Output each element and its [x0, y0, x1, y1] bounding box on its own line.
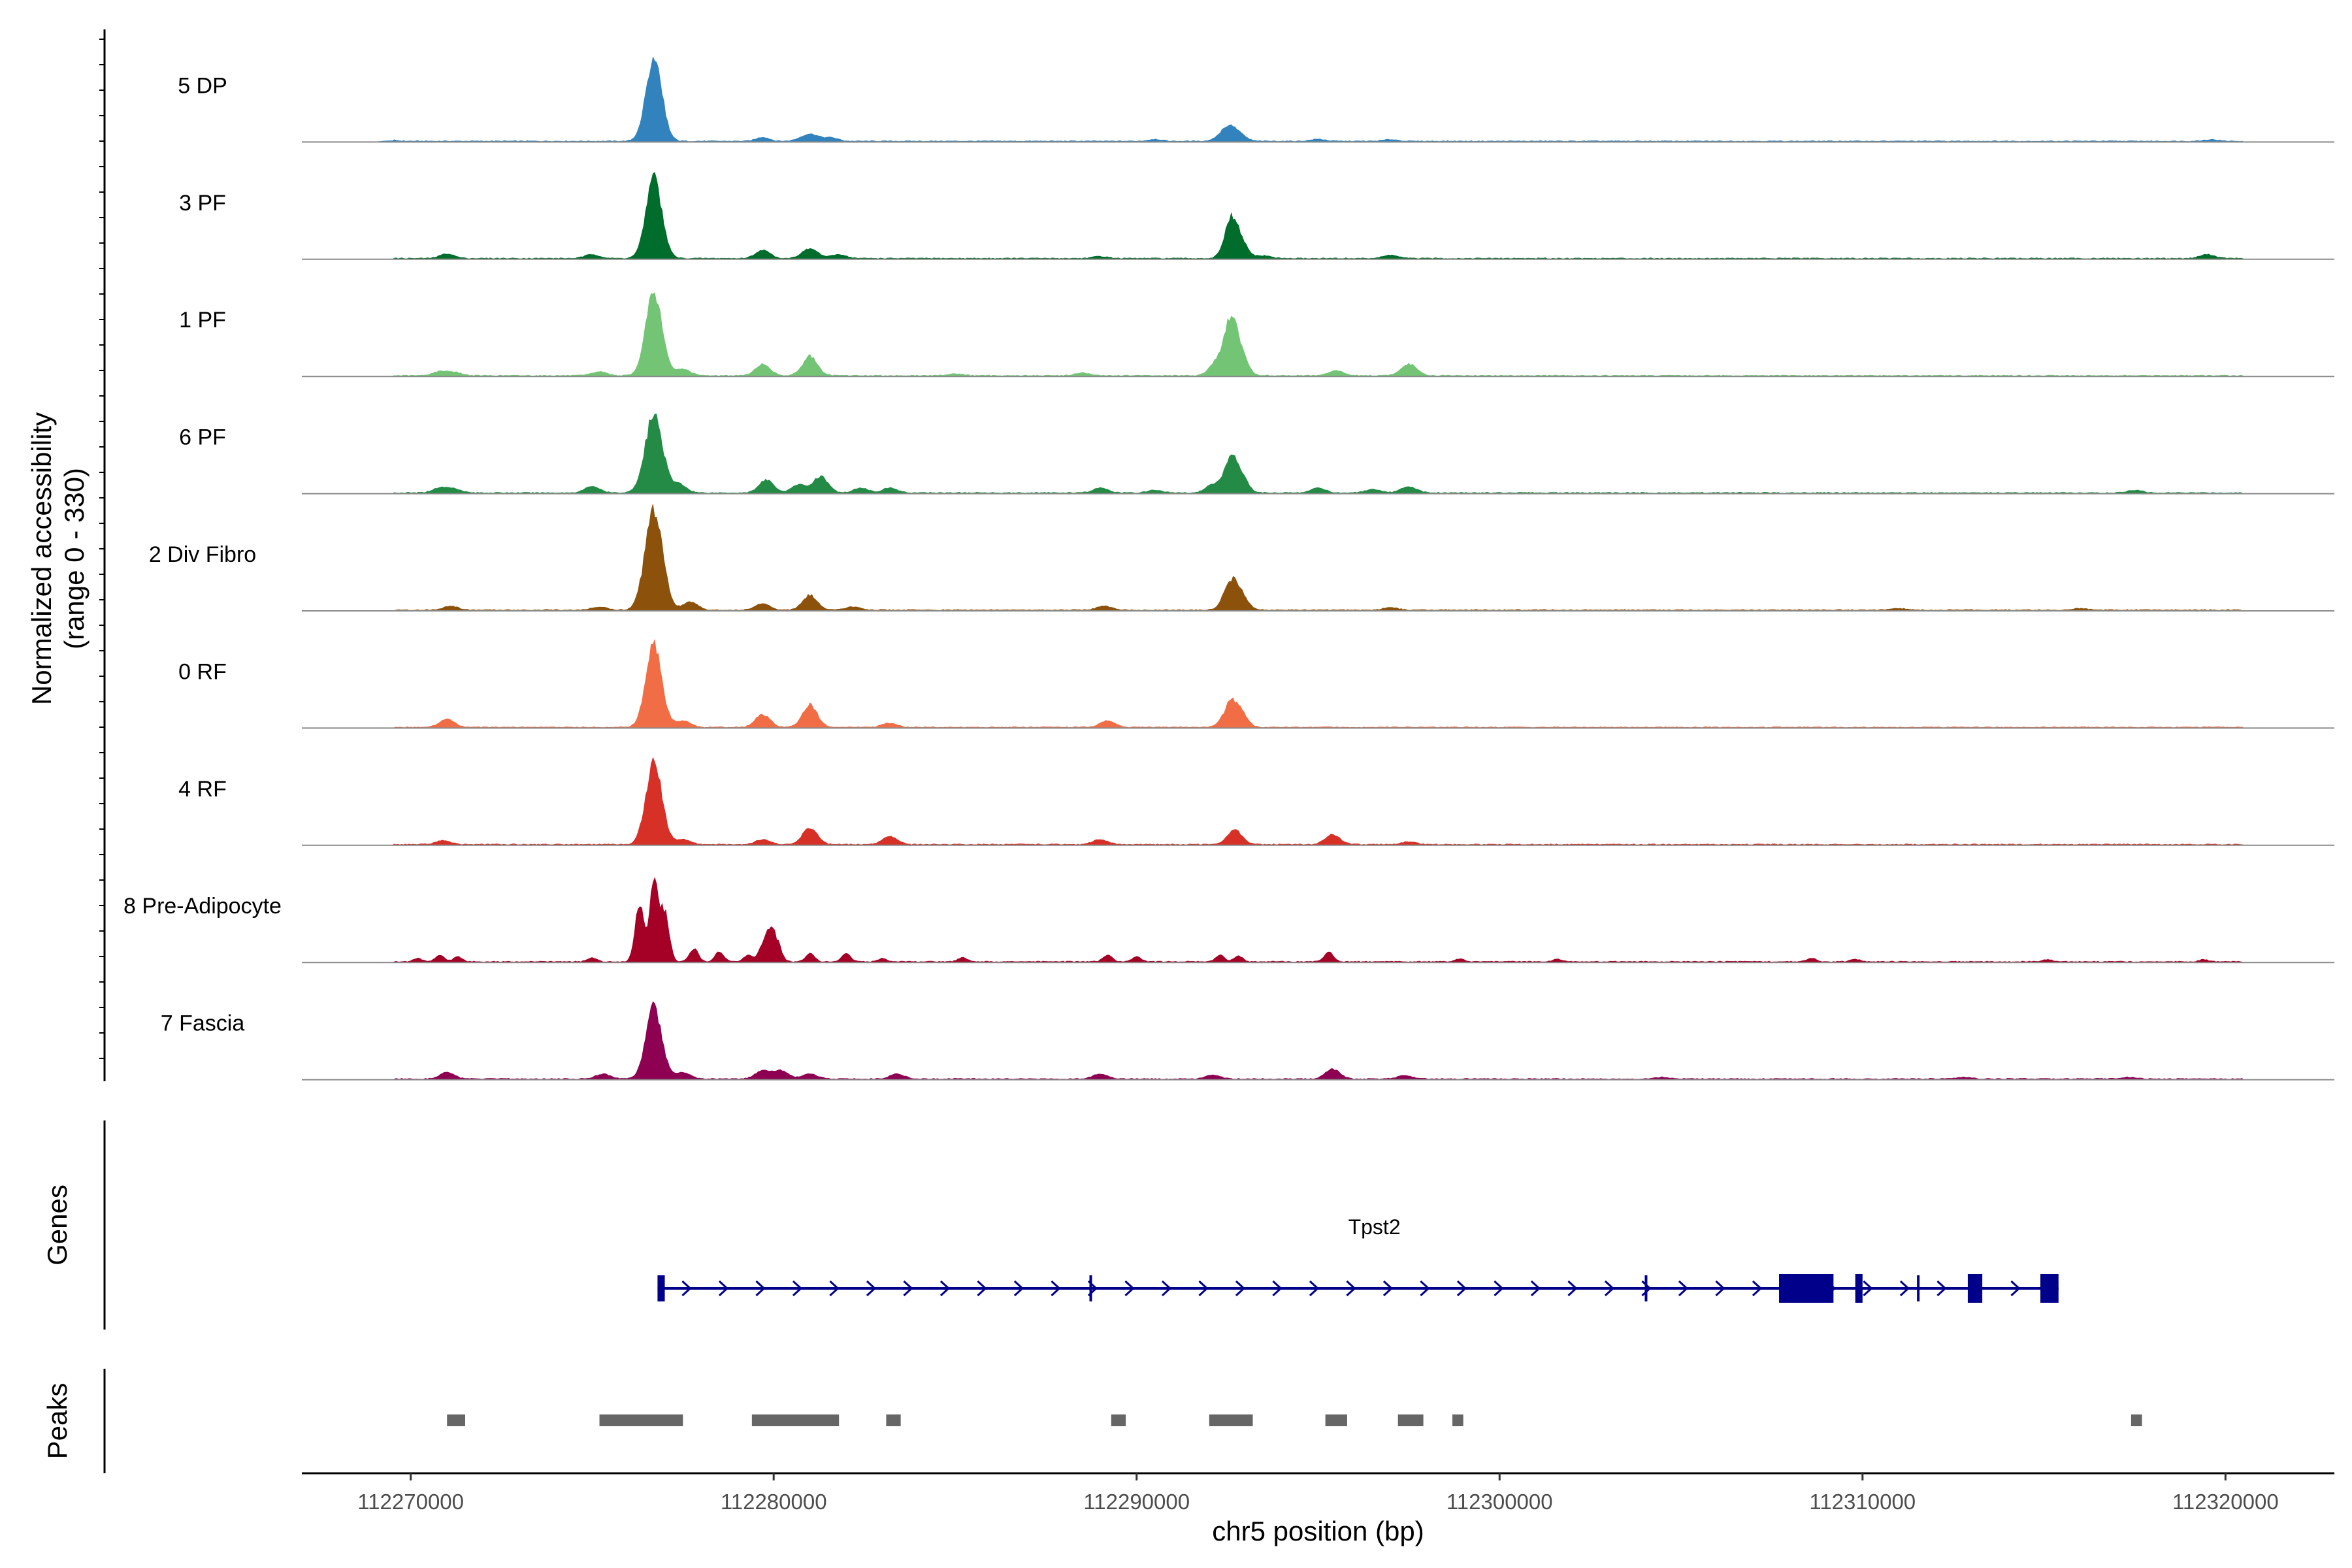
track-label: 3 PF — [179, 191, 226, 216]
strand-arrow — [1899, 1280, 1910, 1297]
x-tick-label: 112280000 — [721, 1490, 827, 1514]
strand-arrow — [1456, 1280, 1467, 1297]
x-tick-label: 112320000 — [2172, 1490, 2279, 1514]
peak-interval — [599, 1414, 683, 1426]
strand-arrow — [939, 1280, 951, 1297]
peak-interval — [1111, 1414, 1126, 1426]
gene-exon — [1779, 1274, 1834, 1303]
coverage-area-2-div-fibro — [302, 504, 2334, 612]
coverage-ylabel-line1: Normalized accessibility — [26, 412, 57, 705]
strand-arrow — [1678, 1280, 1689, 1297]
strand-arrow — [2010, 1280, 2021, 1297]
strand-arrow — [1715, 1280, 1725, 1297]
coverage-area-4-rf — [302, 757, 2334, 846]
gene-exon — [657, 1275, 665, 1301]
coverage-panel: 5 DP 3 PF 1 PF 6 PF 2 Div Fibro 0 RF 4 RF 8 Pre… — [99, 29, 2334, 1081]
peak-interval — [751, 1414, 840, 1426]
gene-exon — [1644, 1275, 1648, 1301]
gene-exon — [1967, 1274, 1983, 1303]
coverage-area-1-pf — [302, 292, 2334, 377]
strand-arrow — [1235, 1280, 1246, 1297]
strand-arrow — [1124, 1280, 1135, 1297]
strand-arrow — [718, 1280, 729, 1297]
strand-arrow — [1161, 1280, 1172, 1297]
strand-arrow — [1567, 1280, 1578, 1297]
strand-arrow — [977, 1280, 987, 1297]
x-axis: 112270000 112280000 112290000 112300000 1123… — [302, 1472, 2334, 1514]
strand-arrow — [1051, 1280, 1061, 1297]
track-label: 4 RF — [178, 777, 227, 802]
peak-interval — [1325, 1414, 1347, 1426]
strand-arrow — [1641, 1280, 1652, 1297]
strand-arrow — [1494, 1280, 1504, 1297]
coverage-area-6-pf — [302, 414, 2334, 494]
x-tick-label: 112270000 — [357, 1490, 464, 1514]
peak-interval — [1209, 1414, 1253, 1426]
track-label: 5 DP — [178, 73, 227, 98]
x-tick-label: 112310000 — [1809, 1490, 1916, 1514]
strand-arrow — [681, 1280, 692, 1297]
strand-arrow — [1309, 1280, 1320, 1297]
peaks-panel-label: Peaks — [42, 1383, 73, 1460]
peak-interval — [2131, 1414, 2142, 1426]
track-label: 8 Pre-Adipocyte — [123, 894, 282, 919]
gene-exon — [1855, 1274, 1863, 1303]
strand-arrow — [1530, 1280, 1541, 1297]
genes-panel-label: Genes — [42, 1184, 73, 1266]
strand-arrow — [829, 1280, 840, 1297]
coverage-area-8-pre-adipocyte — [302, 877, 2334, 963]
coverage-area-7-fascia — [302, 1001, 2334, 1080]
x-tick-label: 112290000 — [1083, 1490, 1190, 1514]
track-label: 0 RF — [178, 659, 227, 684]
gene-exon — [1917, 1275, 1920, 1301]
track-label: 7 Fascia — [161, 1011, 245, 1036]
gene-name-label: Tpst2 — [1348, 1215, 1401, 1239]
track-label: 2 Div Fibro — [149, 542, 256, 567]
x-axis-label: chr5 position (bp) — [1212, 1516, 1424, 1546]
strand-arrow — [792, 1280, 803, 1297]
strand-arrow — [1198, 1280, 1209, 1297]
coverage-ylabel-line2: (range 0 - 330) — [59, 468, 90, 649]
peak-interval — [447, 1414, 465, 1426]
coverage-area-3-pf — [302, 172, 2334, 260]
strand-arrow — [1346, 1280, 1356, 1297]
strand-arrow — [755, 1280, 766, 1297]
genes-panel — [103, 1120, 2059, 1330]
track-label: 1 PF — [179, 308, 226, 333]
track-label: 6 PF — [179, 425, 226, 450]
peak-interval — [1397, 1414, 1424, 1426]
peak-interval — [886, 1414, 901, 1426]
strand-arrow — [1752, 1280, 1763, 1297]
x-tick-label: 112300000 — [1446, 1490, 1553, 1514]
strand-arrow — [1013, 1280, 1024, 1297]
gene-exon — [2040, 1274, 2059, 1303]
strand-arrow — [1936, 1280, 1947, 1297]
strand-arrow — [1863, 1280, 1873, 1297]
strand-arrow — [866, 1280, 877, 1297]
strand-arrow — [1382, 1280, 1394, 1297]
strand-arrow — [903, 1280, 913, 1297]
peak-interval — [1452, 1414, 1463, 1426]
strand-arrow — [1272, 1280, 1282, 1297]
strand-arrow — [1604, 1280, 1615, 1297]
strand-arrow — [1420, 1280, 1430, 1297]
gene-exon — [1089, 1275, 1092, 1301]
peaks-panel — [103, 1369, 2142, 1473]
coverage-area-0-rf — [302, 639, 2334, 728]
coverage-area-5-dp — [302, 56, 2334, 142]
